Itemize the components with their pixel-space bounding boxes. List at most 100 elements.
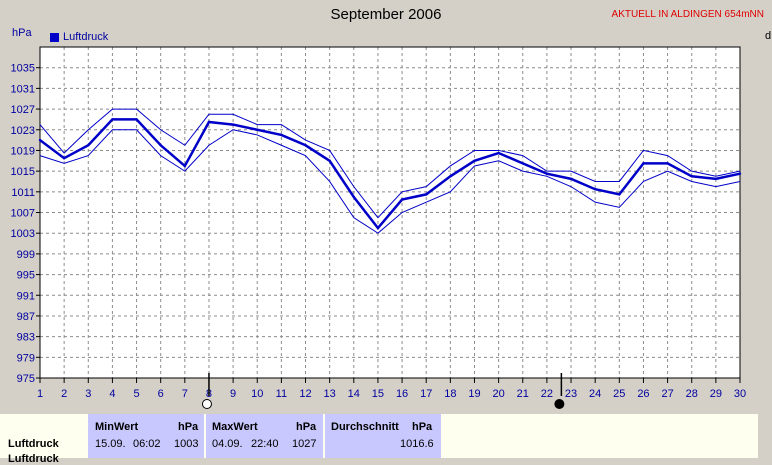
- x-tick-label: 17: [420, 388, 432, 400]
- data-point: [593, 188, 597, 191]
- avg-value: 1016.6: [400, 438, 434, 450]
- x-tick-label: 2: [61, 388, 67, 400]
- y-tick-label: 979: [17, 352, 35, 364]
- min-date: 15.09.: [95, 438, 126, 450]
- data-point: [352, 195, 355, 199]
- max-column: MaxWert hPa 04.09. 22:40 1027: [206, 414, 323, 458]
- plot-frame: [39, 46, 741, 379]
- data-point: [425, 193, 428, 196]
- avg-unit: hPa: [412, 421, 433, 433]
- x-tick-label: 4: [109, 388, 115, 400]
- max-time: 22:40: [251, 438, 279, 450]
- x-tick-label: 29: [710, 388, 722, 400]
- series-line-mean: [39, 118, 741, 230]
- y-tick-label: 1011: [11, 187, 35, 199]
- min-column: MinWert hPa 15.09. 06:02 1003: [88, 414, 204, 458]
- max-header: MaxWert: [212, 421, 258, 433]
- legend-label: Luftdruck: [63, 31, 109, 43]
- x-tick-label: 10: [251, 388, 263, 400]
- x-tick-label: 25: [613, 388, 625, 400]
- data-point: [38, 138, 42, 142]
- y-tick-label: 1007: [11, 208, 35, 220]
- data-point: [618, 193, 621, 196]
- x-tick-label: 14: [348, 388, 360, 400]
- avg-column: Durchschnitt hPa 1016.6: [325, 414, 441, 458]
- line-chart: 9759799839879919959991003100710111015101…: [11, 46, 746, 409]
- y-tick-label: 1003: [11, 228, 35, 240]
- x-tick-label: 18: [444, 388, 456, 400]
- avg-header: Durchschnitt: [331, 421, 399, 433]
- x-tick-label: 28: [686, 388, 698, 400]
- x-tick-label: 13: [324, 388, 336, 400]
- min-unit: hPa: [178, 421, 199, 433]
- chart-title: September 2006: [330, 6, 442, 23]
- legend: Luftdruck: [50, 31, 108, 43]
- data-point: [400, 198, 404, 201]
- x-tick-label: 11: [276, 388, 287, 400]
- y-tick-label: 1035: [11, 63, 35, 75]
- data-point: [304, 144, 307, 147]
- data-point: [690, 175, 693, 178]
- data-point: [183, 164, 187, 168]
- data-point: [256, 128, 259, 131]
- data-point: [376, 226, 380, 230]
- data-point: [473, 159, 476, 162]
- x-tick-label: 15: [372, 388, 384, 400]
- x-tick-label: 16: [396, 388, 408, 400]
- y-axis-unit-label: hPa: [12, 27, 32, 39]
- x-tick-label: 5: [133, 388, 139, 400]
- data-point: [521, 162, 524, 165]
- min-time: 06:02: [133, 438, 161, 450]
- series-line-max: [39, 108, 741, 219]
- series-line-min: [39, 129, 741, 234]
- legend-swatch: [50, 32, 59, 42]
- data-point: [280, 133, 283, 137]
- data-point: [135, 118, 138, 121]
- new-moon-icon: [554, 399, 565, 409]
- x-tick-label: 7: [182, 388, 188, 400]
- x-tick-label: 21: [517, 388, 529, 400]
- max-unit: hPa: [296, 421, 317, 433]
- data-point: [449, 175, 452, 178]
- x-tick-label: 6: [158, 388, 164, 400]
- x-tick-label: 20: [492, 388, 504, 400]
- y-tick-label: 1023: [11, 125, 35, 137]
- x-tick-label: 26: [637, 388, 649, 400]
- data-point: [207, 120, 211, 124]
- x-tick-label: 24: [589, 388, 601, 400]
- y-tick-label: 991: [17, 290, 35, 302]
- data-point: [497, 151, 500, 155]
- x-tick-label: 30: [734, 388, 746, 400]
- y-tick-label: 1031: [11, 83, 35, 95]
- x-tick-label: 3: [85, 388, 91, 400]
- data-point: [666, 162, 669, 165]
- x-tick-label: 12: [299, 388, 311, 400]
- full-moon-icon: [201, 399, 212, 409]
- x-tick-label: 1: [37, 388, 43, 400]
- y-tick-label: 1019: [11, 145, 35, 157]
- y-tick-label: 995: [17, 270, 35, 282]
- y-tick-label: 999: [17, 249, 35, 261]
- x-tick-label: 9: [230, 388, 236, 400]
- data-point: [642, 162, 645, 165]
- data-point: [738, 172, 742, 175]
- x-tick-label: 22: [541, 388, 553, 400]
- data-point: [328, 159, 331, 162]
- row-label: Luftdruck: [8, 438, 59, 450]
- y-tick-label: 987: [17, 311, 35, 323]
- data-point: [714, 177, 718, 181]
- y-tick-label: 1027: [11, 104, 35, 116]
- y-tick-label: 1015: [11, 166, 35, 178]
- row-label-partial: Luftdruck: [8, 453, 59, 465]
- data-point: [159, 144, 162, 147]
- x-tick-label: 27: [661, 388, 673, 400]
- min-header: MinWert: [95, 421, 139, 433]
- max-value: 1027: [292, 438, 317, 450]
- max-date: 04.09.: [212, 438, 243, 450]
- data-point: [62, 156, 66, 160]
- location-badge: AKTUELL IN ALDINGEN 654mNN: [611, 9, 764, 20]
- x-tick-label: 23: [565, 388, 577, 400]
- data-point: [231, 123, 235, 126]
- data-point: [87, 144, 90, 147]
